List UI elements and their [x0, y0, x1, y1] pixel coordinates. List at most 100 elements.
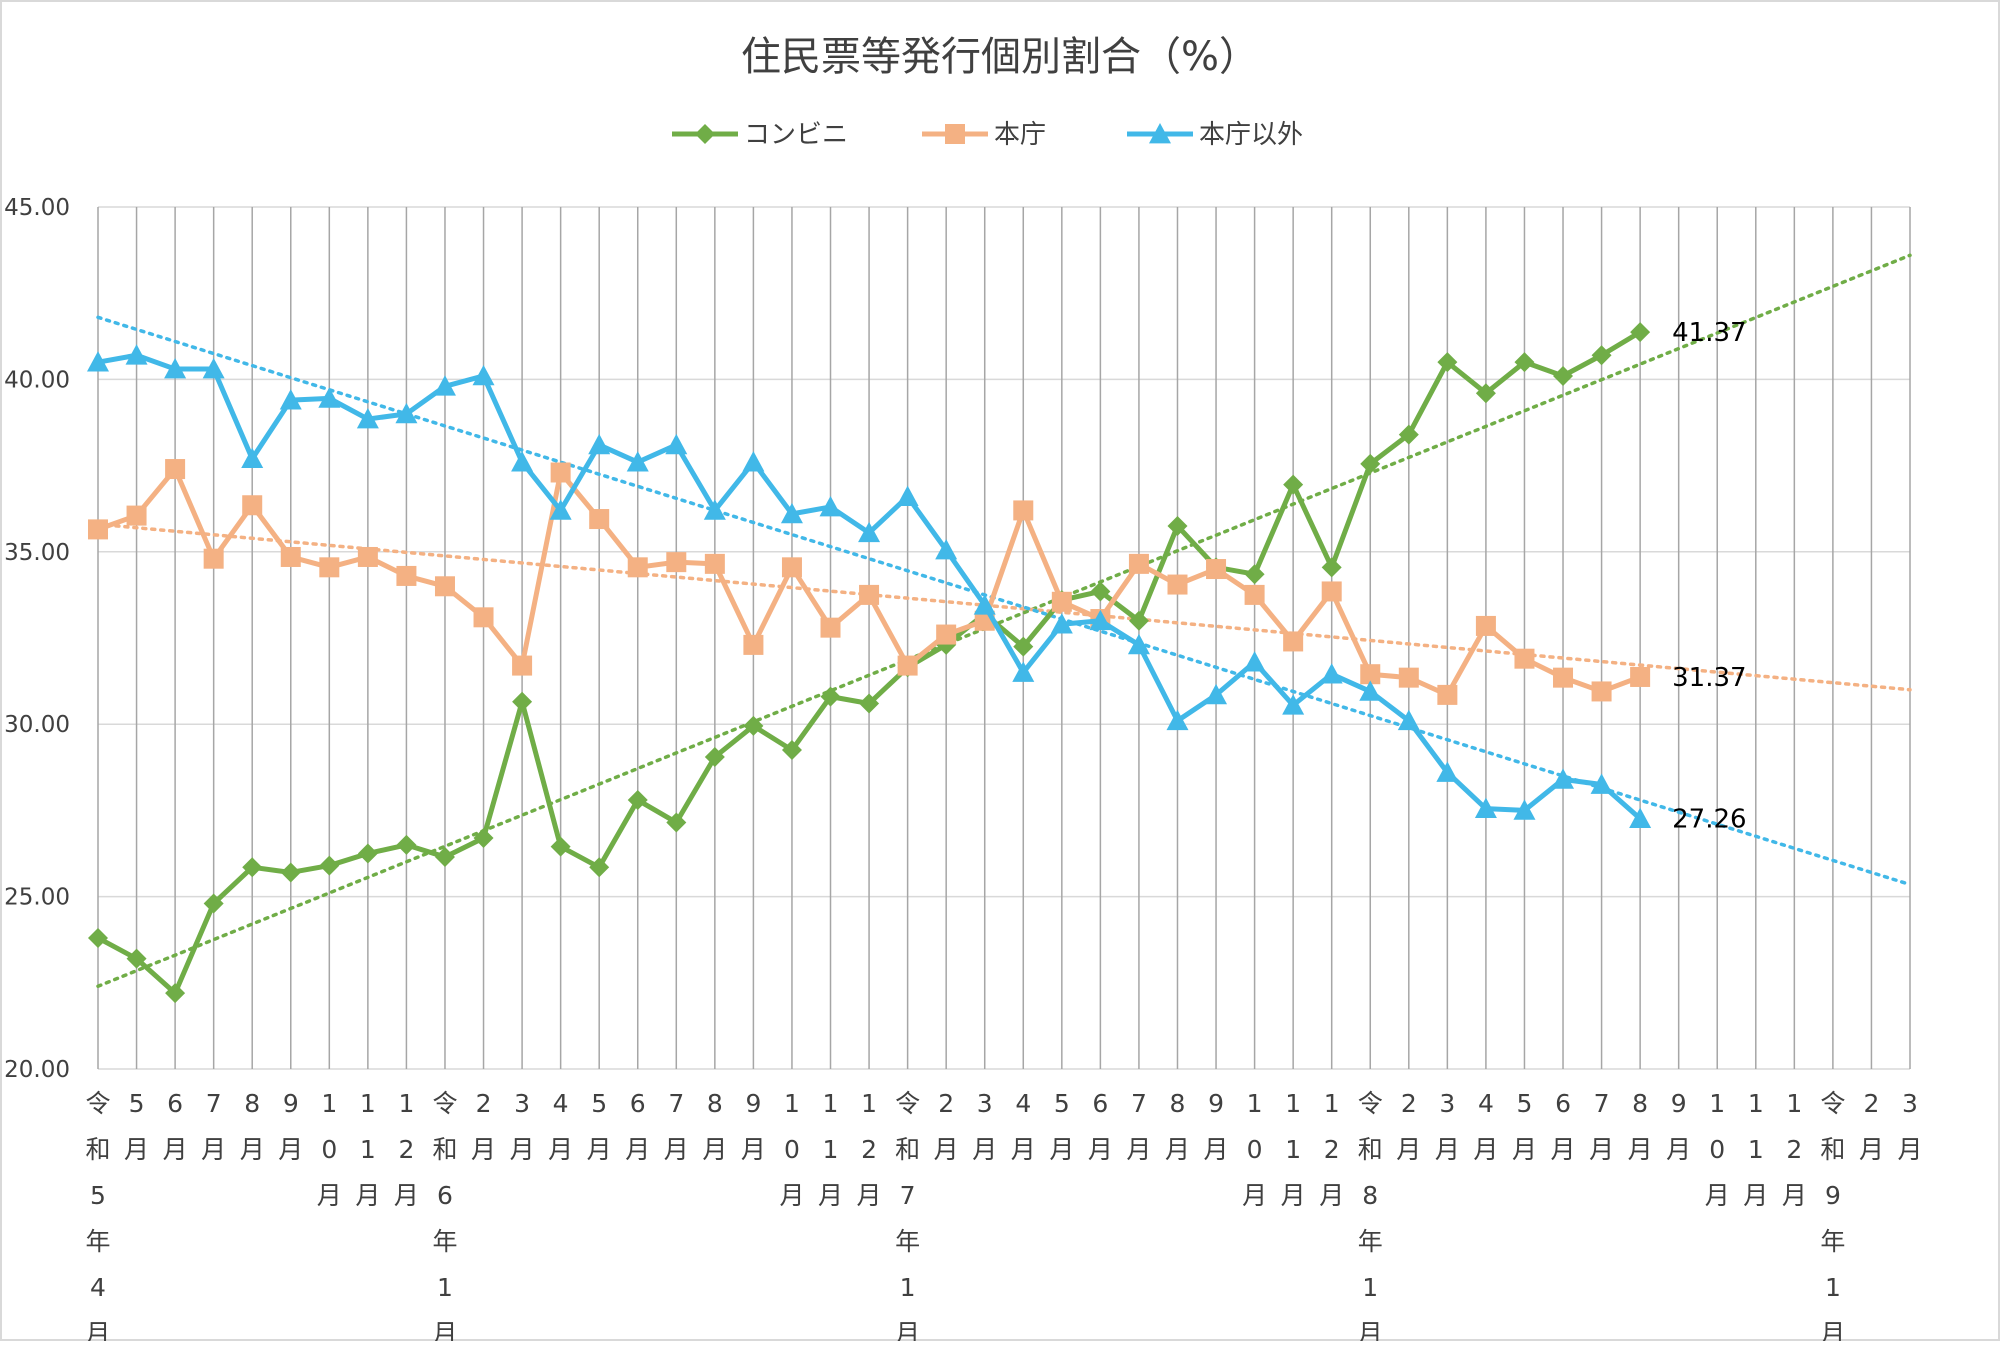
- trendline: [96, 253, 1912, 988]
- data-point: [472, 364, 495, 386]
- data-point: [1360, 453, 1381, 474]
- data-point: [1553, 667, 1574, 688]
- trendline: [96, 522, 1912, 692]
- x-axis-ticks: 令和 5 年 4 月5 月6 月7 月8 月9 月1 0 月1 1 月1 2 月令和 6 年 1 月2 月3 月4 月5 月6…: [85, 1089, 1922, 1346]
- data-point: [1552, 768, 1575, 789]
- data-point: [780, 502, 803, 524]
- data-point: [1591, 681, 1612, 702]
- data-point: [820, 686, 841, 707]
- legend-marker: [945, 124, 965, 144]
- data-point: [242, 857, 263, 878]
- data-point: [1514, 352, 1535, 373]
- data-point: [125, 344, 148, 365]
- data-point: [1630, 322, 1651, 343]
- series: [87, 344, 1652, 829]
- data-point: [512, 655, 533, 676]
- data-point: [203, 893, 224, 914]
- data-point: [87, 351, 109, 372]
- data-point: [742, 451, 765, 472]
- legend-label: 本庁: [994, 120, 1046, 150]
- data-point: [1320, 663, 1343, 684]
- data-label: 27.26: [1672, 805, 1746, 835]
- data-point: [549, 499, 572, 520]
- data-point: [1089, 609, 1112, 631]
- data-point: [126, 505, 147, 526]
- y-tick-label: 35.00: [4, 540, 70, 566]
- data-point: [665, 433, 688, 455]
- data-point: [395, 402, 418, 424]
- data-point: [126, 948, 147, 969]
- data-point: [935, 539, 958, 560]
- x-tick-label: 令和 7 年 1 月: [895, 1089, 920, 1341]
- data-point: [704, 746, 725, 767]
- data-point: [357, 843, 378, 864]
- data-point: [588, 433, 611, 455]
- trendlines: [96, 253, 1912, 988]
- data-point: [858, 521, 881, 543]
- y-tick-label: 20.00: [4, 1057, 70, 1083]
- data-point: [1630, 666, 1651, 687]
- data-point: [589, 857, 610, 878]
- data-point: [1128, 553, 1149, 574]
- data-point: [1321, 581, 1342, 602]
- data-point: [434, 576, 455, 597]
- data-point: [1591, 345, 1612, 366]
- data-point: [781, 557, 802, 578]
- data-point: [203, 548, 224, 569]
- data-point: [1360, 664, 1381, 685]
- data-point: [666, 812, 687, 833]
- data-label: 41.37: [1672, 318, 1746, 348]
- data-point: [356, 408, 379, 429]
- data-point: [781, 740, 802, 761]
- data-point: [241, 447, 264, 469]
- legend-label: 本庁以外: [1199, 120, 1303, 150]
- data-point: [202, 358, 225, 379]
- data-point: [1205, 683, 1228, 705]
- data-point: [396, 565, 417, 586]
- data-labels: 41.37 31.37 27.26: [1672, 318, 1746, 835]
- data-point: [1282, 694, 1305, 715]
- legend-label: コンビニ: [744, 120, 848, 150]
- data-point: [1167, 515, 1188, 536]
- data-point: [1244, 584, 1265, 605]
- data-point: [1359, 680, 1382, 701]
- data-point: [666, 552, 687, 573]
- data-point: [1012, 661, 1035, 682]
- data-point: [1437, 684, 1458, 705]
- data-point: [1127, 633, 1150, 655]
- x-tick-label: 令和 5 年 4 月: [85, 1089, 110, 1341]
- legend-item: 本庁以外: [1127, 120, 1303, 150]
- data-point: [743, 715, 764, 736]
- data-point: [473, 607, 494, 628]
- data-point: [1398, 667, 1419, 688]
- data-point: [859, 693, 880, 714]
- data-point: [936, 624, 957, 645]
- data-point: [1013, 500, 1034, 521]
- data-point: [819, 495, 842, 517]
- data-point: [1283, 474, 1304, 495]
- legend-item: 本庁: [922, 120, 1046, 150]
- data-point: [165, 983, 186, 1004]
